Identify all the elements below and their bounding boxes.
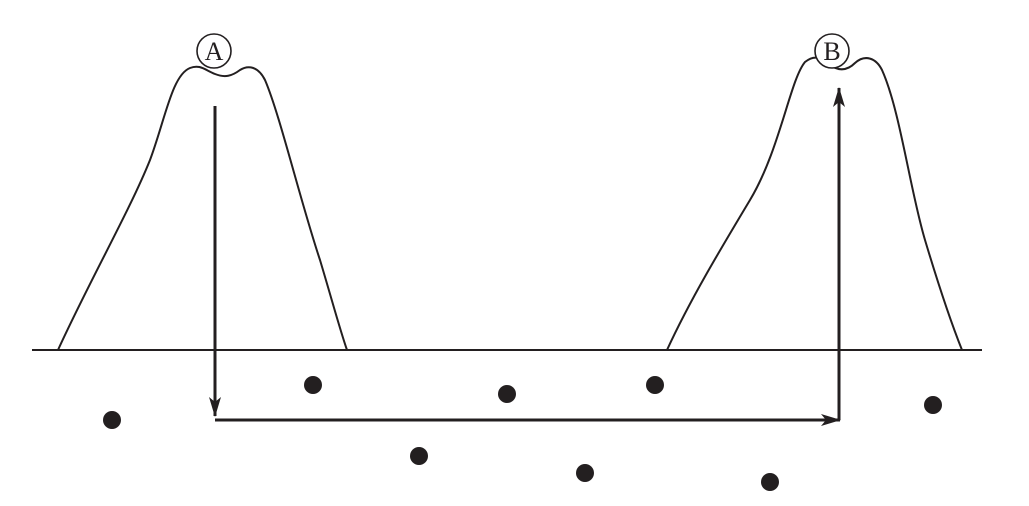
dot xyxy=(761,473,779,491)
mountain-a xyxy=(57,65,348,351)
dot xyxy=(498,385,516,403)
dot xyxy=(103,411,121,429)
label-a-circle xyxy=(196,33,232,69)
label-a-text: A xyxy=(205,37,224,66)
dot xyxy=(410,447,428,465)
label-a: A xyxy=(196,33,232,69)
mountain-b xyxy=(666,56,963,351)
label-b-circle xyxy=(814,33,850,69)
underground-dots xyxy=(103,376,942,491)
label-b: B xyxy=(814,33,850,69)
dot xyxy=(646,376,664,394)
dot xyxy=(576,464,594,482)
dot xyxy=(924,396,942,414)
dot xyxy=(304,376,322,394)
label-b-text: B xyxy=(823,37,840,66)
